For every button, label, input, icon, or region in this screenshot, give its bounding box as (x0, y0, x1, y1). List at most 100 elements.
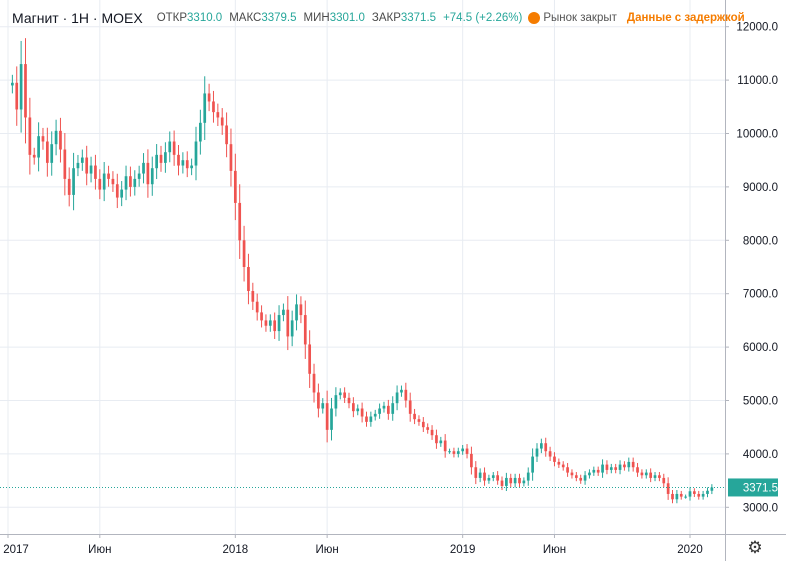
candle[interactable] (181, 152, 185, 174)
candle[interactable] (238, 184, 242, 259)
candle[interactable] (190, 158, 193, 176)
candle[interactable] (268, 314, 272, 332)
candle[interactable] (207, 83, 211, 112)
candle[interactable] (522, 477, 526, 487)
candle[interactable] (172, 130, 176, 166)
candle[interactable] (684, 494, 687, 499)
candle[interactable] (347, 392, 351, 409)
candle[interactable] (688, 487, 692, 501)
candle[interactable] (80, 149, 84, 171)
candle[interactable] (185, 151, 189, 178)
candle[interactable] (295, 294, 298, 331)
candle[interactable] (37, 122, 40, 172)
candle[interactable] (373, 409, 377, 421)
candle[interactable] (465, 444, 469, 459)
candle[interactable] (142, 153, 145, 184)
candle[interactable] (609, 463, 613, 474)
candle[interactable] (557, 458, 561, 468)
gear-icon[interactable]: ⚙ (747, 538, 763, 558)
candle[interactable] (247, 253, 250, 305)
candle[interactable] (679, 490, 683, 500)
candle[interactable] (330, 397, 333, 441)
candle[interactable] (194, 126, 198, 181)
candle[interactable] (260, 305, 263, 328)
candle[interactable] (72, 152, 75, 211)
candle[interactable] (601, 459, 604, 478)
candle[interactable] (282, 303, 285, 322)
candle[interactable] (395, 385, 399, 411)
candle[interactable] (474, 461, 478, 485)
candle[interactable] (168, 131, 172, 163)
candle[interactable] (369, 411, 373, 427)
candle[interactable] (452, 447, 456, 458)
candle[interactable] (487, 474, 491, 484)
candle[interactable] (94, 154, 97, 190)
candle[interactable] (50, 131, 54, 176)
candle[interactable] (212, 90, 215, 123)
candle[interactable] (365, 411, 368, 427)
candle[interactable] (518, 473, 521, 488)
candle[interactable] (649, 468, 653, 483)
candle[interactable] (662, 473, 666, 488)
delayed-data-link[interactable]: Данные с задержкой (626, 12, 745, 24)
candle[interactable] (439, 436, 443, 447)
candle[interactable] (382, 401, 386, 413)
candle[interactable] (63, 133, 67, 196)
candle[interactable] (233, 153, 237, 221)
candle[interactable] (54, 119, 58, 156)
candle[interactable] (566, 462, 569, 477)
candle[interactable] (67, 167, 71, 207)
candle[interactable] (653, 472, 657, 482)
candle[interactable] (701, 490, 705, 500)
candle[interactable] (338, 388, 342, 400)
candle[interactable] (255, 293, 259, 321)
candle[interactable] (666, 477, 670, 500)
candle[interactable] (483, 467, 486, 486)
candle[interactable] (526, 467, 530, 486)
candle[interactable] (45, 127, 49, 177)
candle[interactable] (435, 429, 438, 449)
candle[interactable] (570, 469, 574, 479)
candle[interactable] (553, 452, 556, 467)
candle[interactable] (404, 382, 408, 408)
candle[interactable] (386, 399, 390, 420)
candle[interactable] (579, 474, 583, 484)
candle[interactable] (32, 147, 36, 165)
candle[interactable] (334, 387, 338, 417)
candle[interactable] (277, 305, 281, 341)
candle[interactable] (155, 144, 158, 180)
candle[interactable] (321, 398, 325, 414)
candle[interactable] (303, 300, 307, 359)
candle[interactable] (115, 173, 119, 209)
candle[interactable] (177, 144, 180, 176)
candle[interactable] (540, 438, 543, 454)
candle[interactable] (24, 38, 27, 144)
candle[interactable] (470, 446, 473, 475)
candle[interactable] (561, 461, 565, 471)
candle[interactable] (107, 165, 110, 187)
candle[interactable] (658, 472, 661, 482)
candle[interactable] (592, 466, 596, 476)
candle[interactable] (76, 154, 80, 177)
candle[interactable] (343, 387, 346, 403)
candle[interactable] (28, 97, 32, 175)
candle[interactable] (352, 397, 355, 418)
candle[interactable] (164, 142, 167, 173)
candle[interactable] (98, 169, 102, 200)
candle[interactable] (325, 390, 329, 443)
candle[interactable] (286, 296, 290, 351)
candle[interactable] (299, 296, 303, 324)
candle[interactable] (216, 103, 220, 127)
candle[interactable] (360, 402, 364, 423)
candle[interactable] (456, 447, 460, 458)
candle[interactable] (675, 489, 679, 504)
candle[interactable] (111, 171, 115, 192)
candle[interactable] (627, 457, 631, 472)
candle[interactable] (583, 471, 587, 485)
candle[interactable] (378, 403, 381, 419)
candle[interactable] (505, 472, 508, 492)
candle[interactable] (430, 425, 434, 440)
candle[interactable] (220, 108, 224, 135)
candle[interactable] (491, 472, 495, 482)
